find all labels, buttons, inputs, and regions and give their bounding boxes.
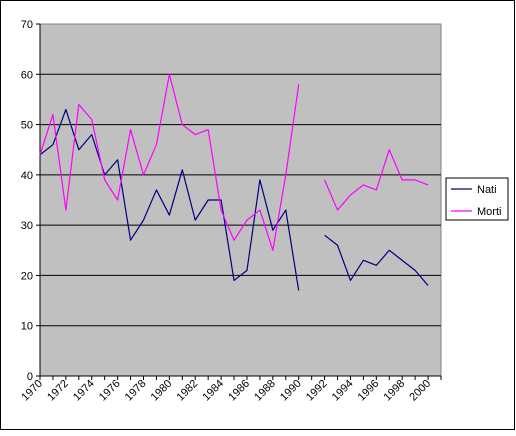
y-tick-label: 20 [21, 270, 33, 282]
series-line-nati [39, 108, 300, 291]
y-tick-label: 30 [21, 220, 33, 232]
legend-box [445, 177, 509, 221]
plot-area [39, 23, 442, 377]
legend: Nati Morti [445, 177, 509, 221]
gridlines [40, 73, 441, 327]
legend-label-morti: Morti [477, 206, 501, 218]
series-line-morti [324, 149, 429, 211]
y-tick-label: 0 [27, 371, 33, 383]
y-tick-label: 50 [21, 120, 33, 132]
legend-label-nati: Nati [477, 184, 497, 196]
series-line-morti [39, 73, 300, 251]
series-group [39, 73, 429, 291]
y-tick-label: 70 [21, 19, 33, 31]
y-axis: 0 10 20 30 40 50 60 70 [21, 19, 41, 383]
y-tick-label: 10 [21, 321, 33, 333]
y-tick-label: 60 [21, 69, 33, 81]
series-line-nati [324, 234, 429, 286]
y-tick-label: 40 [21, 170, 33, 182]
